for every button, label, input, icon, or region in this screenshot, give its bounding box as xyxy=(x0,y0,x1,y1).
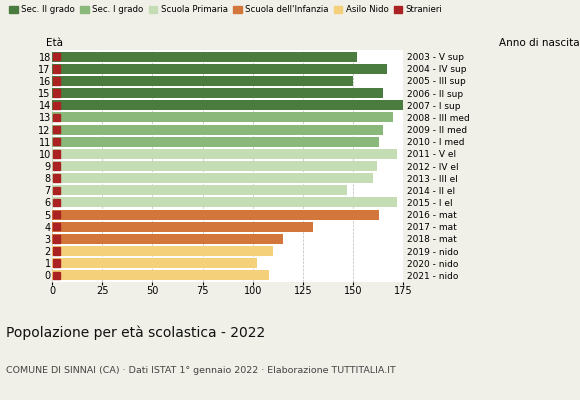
Bar xyxy=(53,126,60,133)
Bar xyxy=(52,246,273,256)
Bar xyxy=(53,138,60,146)
Bar xyxy=(53,162,60,170)
Bar xyxy=(53,186,60,194)
Bar xyxy=(52,112,393,122)
Bar xyxy=(52,64,387,74)
Bar xyxy=(52,137,379,147)
Bar xyxy=(53,150,60,158)
Bar xyxy=(53,102,60,109)
Text: Anno di nascita: Anno di nascita xyxy=(499,38,580,48)
Legend: Sec. II grado, Sec. I grado, Scuola Primaria, Scuola dell'Infanzia, Asilo Nido, : Sec. II grado, Sec. I grado, Scuola Prim… xyxy=(6,2,446,18)
Bar xyxy=(53,114,60,121)
Bar xyxy=(53,235,60,243)
Bar xyxy=(52,88,383,98)
Bar xyxy=(52,222,313,232)
Bar xyxy=(53,223,60,230)
Bar xyxy=(53,272,60,279)
Bar xyxy=(52,52,357,62)
Bar xyxy=(52,100,403,110)
Bar xyxy=(52,149,397,159)
Bar xyxy=(52,234,283,244)
Text: Età: Età xyxy=(46,38,63,48)
Bar xyxy=(53,77,60,85)
Bar xyxy=(52,76,353,86)
Bar xyxy=(52,185,347,195)
Bar xyxy=(52,270,269,280)
Bar xyxy=(53,89,60,97)
Bar xyxy=(52,258,257,268)
Bar xyxy=(53,53,60,60)
Bar xyxy=(53,247,60,255)
Text: COMUNE DI SINNAI (CA) · Dati ISTAT 1° gennaio 2022 · Elaborazione TUTTITALIA.IT: COMUNE DI SINNAI (CA) · Dati ISTAT 1° ge… xyxy=(6,366,396,375)
Text: Popolazione per età scolastica - 2022: Popolazione per età scolastica - 2022 xyxy=(6,326,265,340)
Bar xyxy=(52,124,383,134)
Bar xyxy=(52,173,373,183)
Bar xyxy=(53,211,60,218)
Bar xyxy=(53,174,60,182)
Bar xyxy=(53,199,60,206)
Bar xyxy=(53,65,60,72)
Bar xyxy=(52,210,379,220)
Bar xyxy=(52,161,377,171)
Bar xyxy=(52,198,397,208)
Bar xyxy=(53,260,60,267)
